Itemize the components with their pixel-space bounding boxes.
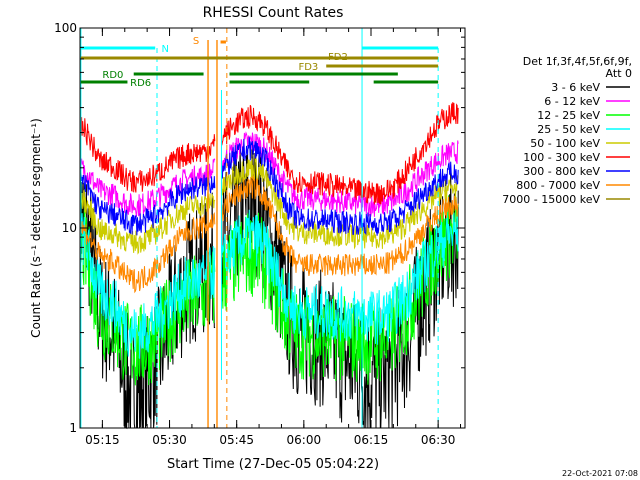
x-tick-label: 06:15 — [354, 433, 389, 447]
x-tick-label: 06:00 — [287, 433, 322, 447]
x-tick-label: 05:15 — [85, 433, 120, 447]
legend-entry-label: 300 - 800 keV — [523, 165, 600, 178]
y-tick-label: 1 — [69, 421, 77, 435]
series-layer — [79, 102, 459, 430]
axis-layer: 05:15 05:30 05:45 06:00 06:15 06:30 1 10 100 — [54, 21, 465, 447]
y-tick-label: 10 — [62, 221, 77, 235]
legend-entry-label: 6 - 12 keV — [544, 95, 600, 108]
rd6-flag-label: RD6 — [130, 78, 151, 89]
series-line — [79, 208, 459, 359]
series-line — [79, 175, 459, 294]
fd3-flag-label: FD3 — [298, 62, 318, 73]
x-tick-label: 05:30 — [152, 433, 187, 447]
legend: Det 1f,3f,4f,5f,6f,9f, Att 0 3 - 6 keV6 … — [502, 55, 632, 206]
legend-entry-label: 25 - 50 keV — [537, 123, 600, 136]
x-axis-label: Start Time (27-Dec-05 05:04:22) — [167, 457, 379, 472]
y-tick-label: 100 — [54, 21, 77, 35]
flag-layer: N S FD2 FD3 RD0 RD6 — [80, 28, 439, 428]
x-tick-label: 06:30 — [421, 433, 456, 447]
series-line — [79, 102, 459, 205]
chart-title: RHESSI Count Rates — [203, 5, 344, 21]
night-flag-label: N — [161, 44, 168, 55]
legend-entry-label: 7000 - 15000 keV — [502, 193, 600, 206]
fd2-flag-label: FD2 — [328, 52, 348, 63]
series-line — [79, 137, 459, 236]
legend-entry-label: 3 - 6 keV — [551, 81, 600, 94]
legend-entry-label: 100 - 300 keV — [523, 151, 600, 164]
y-axis-label: Count Rate (s⁻¹ detector segment⁻¹) — [29, 118, 43, 338]
x-tick-label: 05:45 — [219, 433, 254, 447]
legend-header-line-2: Att 0 — [606, 67, 632, 80]
legend-entry-label: 12 - 25 keV — [537, 109, 600, 122]
legend-header-line-1: Det 1f,3f,4f,5f,6f,9f, — [523, 55, 632, 68]
legend-entry-label: 50 - 100 keV — [530, 137, 600, 150]
legend-entry-label: 800 - 7000 keV — [516, 179, 600, 192]
generation-timestamp: 22-Oct-2021 07:08 — [562, 469, 638, 478]
series-line — [79, 131, 459, 218]
saa-flag-label: S — [193, 36, 199, 47]
rd0-flag-label: RD0 — [102, 70, 123, 81]
